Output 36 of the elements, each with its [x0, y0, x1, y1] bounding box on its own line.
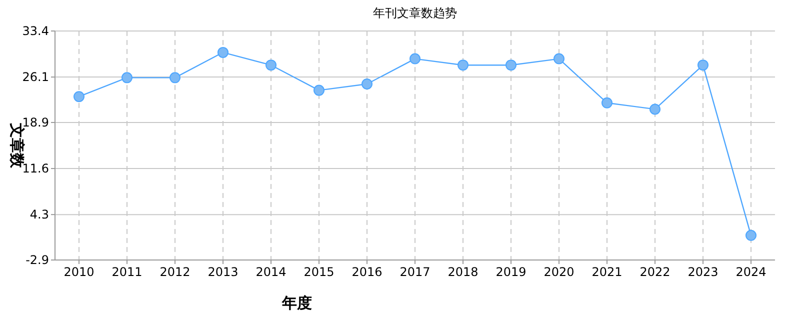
y-tick-label: -2.9	[26, 253, 49, 267]
point	[314, 84, 324, 96]
point	[266, 60, 276, 71]
x-tick-label: 2023	[688, 265, 718, 279]
x-tick-label: 2015	[304, 265, 334, 279]
x-tick-label: 2021	[592, 265, 622, 279]
y-tick-label: 26.1	[22, 70, 49, 84]
point	[746, 230, 756, 241]
point	[218, 46, 228, 58]
x-tick-label: 2010	[64, 265, 94, 279]
x-tick-label: 2014	[256, 265, 286, 279]
point	[554, 53, 564, 64]
chart-title: 年刊文章数趋势	[373, 6, 457, 20]
y-tick-label: 4.3	[30, 208, 49, 222]
x-axis-title: 年度	[281, 294, 312, 312]
y-tick-label: 33.4	[22, 24, 49, 38]
point	[506, 60, 516, 71]
point	[650, 104, 660, 115]
x-tick-label: 2016	[352, 265, 382, 279]
point	[170, 72, 180, 84]
x-tick-label: 2020	[544, 265, 574, 279]
x-tick-label: 2022	[640, 265, 670, 279]
x-tick-label: 2019	[496, 265, 526, 279]
point	[410, 53, 420, 64]
point	[74, 91, 84, 102]
point	[362, 78, 372, 90]
x-tick-label: 2017	[400, 265, 430, 279]
x-tick-label: 2012	[160, 265, 190, 279]
point	[602, 97, 612, 108]
point	[122, 72, 132, 84]
point	[698, 60, 708, 71]
x-tick-label: 2024	[736, 265, 766, 279]
point	[458, 60, 468, 71]
x-tick-label: 2018	[448, 265, 478, 279]
x-tick-label: 2011	[112, 265, 142, 279]
x-tick-label: 2013	[208, 265, 238, 279]
